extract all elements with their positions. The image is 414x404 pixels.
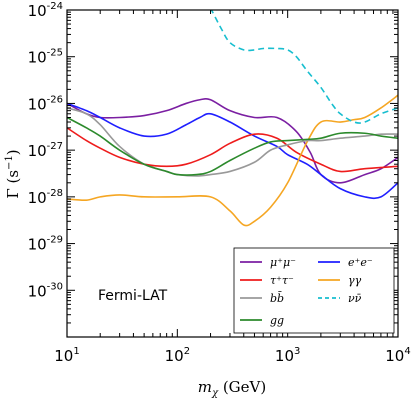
- x-tick-label-2: 102: [165, 346, 190, 365]
- y-tick-label-m25: 10-25: [28, 48, 63, 67]
- y-tick-label-m27: 10-27: [28, 141, 63, 160]
- y-tick-label-m26: 10-26: [28, 94, 63, 113]
- legend-label-3: gg: [270, 314, 284, 327]
- series-line-5-series: [210, 10, 398, 124]
- y-tick-label-m24: 10-24: [28, 1, 63, 20]
- annotation-fermi-lat: Fermi-LAT: [98, 288, 168, 304]
- plot-frame: [66, 9, 399, 338]
- legend: μ⁺μ⁻ τ⁺τ⁻ bb̄ gg e⁺e⁻ γγ νν̄: [233, 247, 395, 334]
- y-tick-label-m28: 10-28: [28, 188, 63, 207]
- ticks-layer: [66, 9, 399, 338]
- x-tick-label-3: 103: [275, 346, 300, 365]
- series-layer: [67, 10, 398, 227]
- legend-label-0: μ⁺μ⁻: [270, 256, 296, 269]
- legend-label-2: bb̄: [270, 292, 284, 305]
- x-tick-label-4: 104: [385, 346, 410, 365]
- y-axis-label: Γ (s−1): [4, 149, 22, 198]
- y-tick-label-m30: 10-30: [28, 281, 63, 300]
- series-line-2-series: [67, 127, 398, 173]
- series-line-4-bb: [67, 107, 398, 177]
- series-line-1-e-e: [67, 102, 398, 200]
- legend-label-5: γγ: [348, 274, 362, 287]
- series-line-3-series: [67, 94, 398, 227]
- legend-label-4: e⁺e⁻: [348, 256, 373, 269]
- tick-labels-layer: 101 102 103 104 10-30 10-29 10-28 10-27 10-26 10-…: [28, 1, 411, 365]
- legend-items: μ⁺μ⁻ τ⁺τ⁻ bb̄ gg e⁺e⁻ γγ νν̄: [240, 256, 373, 327]
- x-tick-label-1: 101: [54, 346, 79, 365]
- legend-label-1: τ⁺τ⁻: [270, 274, 294, 287]
- series-line-6-gg: [67, 116, 398, 176]
- x-axis-label: mχ (GeV): [198, 378, 266, 399]
- series-line-0-series: [67, 97, 398, 184]
- y-tick-label-m29: 10-29: [28, 235, 63, 254]
- legend-label-6: νν̄: [348, 292, 362, 305]
